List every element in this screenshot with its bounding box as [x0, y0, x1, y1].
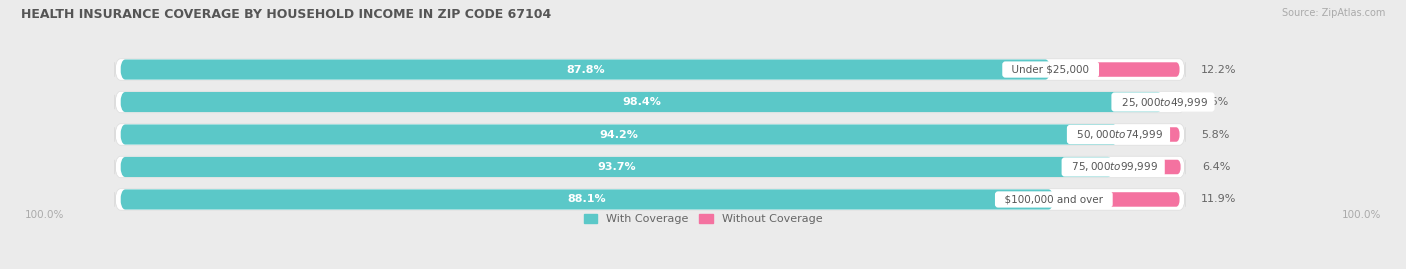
FancyBboxPatch shape: [1163, 95, 1180, 109]
Text: 11.9%: 11.9%: [1201, 194, 1236, 204]
Text: 93.7%: 93.7%: [598, 162, 636, 172]
FancyBboxPatch shape: [115, 189, 1185, 210]
Text: $25,000 to $49,999: $25,000 to $49,999: [1115, 95, 1212, 108]
Text: HEALTH INSURANCE COVERAGE BY HOUSEHOLD INCOME IN ZIP CODE 67104: HEALTH INSURANCE COVERAGE BY HOUSEHOLD I…: [21, 8, 551, 21]
Text: 88.1%: 88.1%: [568, 194, 606, 204]
Text: 100.0%: 100.0%: [25, 210, 65, 220]
FancyBboxPatch shape: [120, 157, 1114, 177]
Text: $50,000 to $74,999: $50,000 to $74,999: [1070, 128, 1167, 141]
Text: 6.4%: 6.4%: [1202, 162, 1230, 172]
Text: 5.8%: 5.8%: [1201, 129, 1229, 140]
Legend: With Coverage, Without Coverage: With Coverage, Without Coverage: [579, 210, 827, 229]
FancyBboxPatch shape: [1050, 62, 1180, 77]
Text: Under $25,000: Under $25,000: [1005, 65, 1095, 75]
Text: 1.6%: 1.6%: [1201, 97, 1229, 107]
FancyBboxPatch shape: [120, 59, 1050, 80]
FancyBboxPatch shape: [120, 92, 1163, 112]
Text: 87.8%: 87.8%: [567, 65, 605, 75]
Text: $100,000 and over: $100,000 and over: [998, 194, 1109, 204]
FancyBboxPatch shape: [120, 189, 1054, 210]
Text: 94.2%: 94.2%: [600, 129, 638, 140]
FancyBboxPatch shape: [115, 91, 1185, 113]
FancyBboxPatch shape: [115, 156, 1185, 178]
Text: Source: ZipAtlas.com: Source: ZipAtlas.com: [1281, 8, 1385, 18]
FancyBboxPatch shape: [1054, 192, 1180, 207]
Text: 98.4%: 98.4%: [621, 97, 661, 107]
Text: $75,000 to $99,999: $75,000 to $99,999: [1064, 161, 1161, 174]
FancyBboxPatch shape: [115, 59, 1185, 80]
Text: 12.2%: 12.2%: [1201, 65, 1237, 75]
FancyBboxPatch shape: [1119, 127, 1180, 142]
Text: 100.0%: 100.0%: [1341, 210, 1381, 220]
FancyBboxPatch shape: [1114, 160, 1181, 174]
FancyBboxPatch shape: [115, 124, 1185, 145]
FancyBboxPatch shape: [120, 125, 1119, 144]
